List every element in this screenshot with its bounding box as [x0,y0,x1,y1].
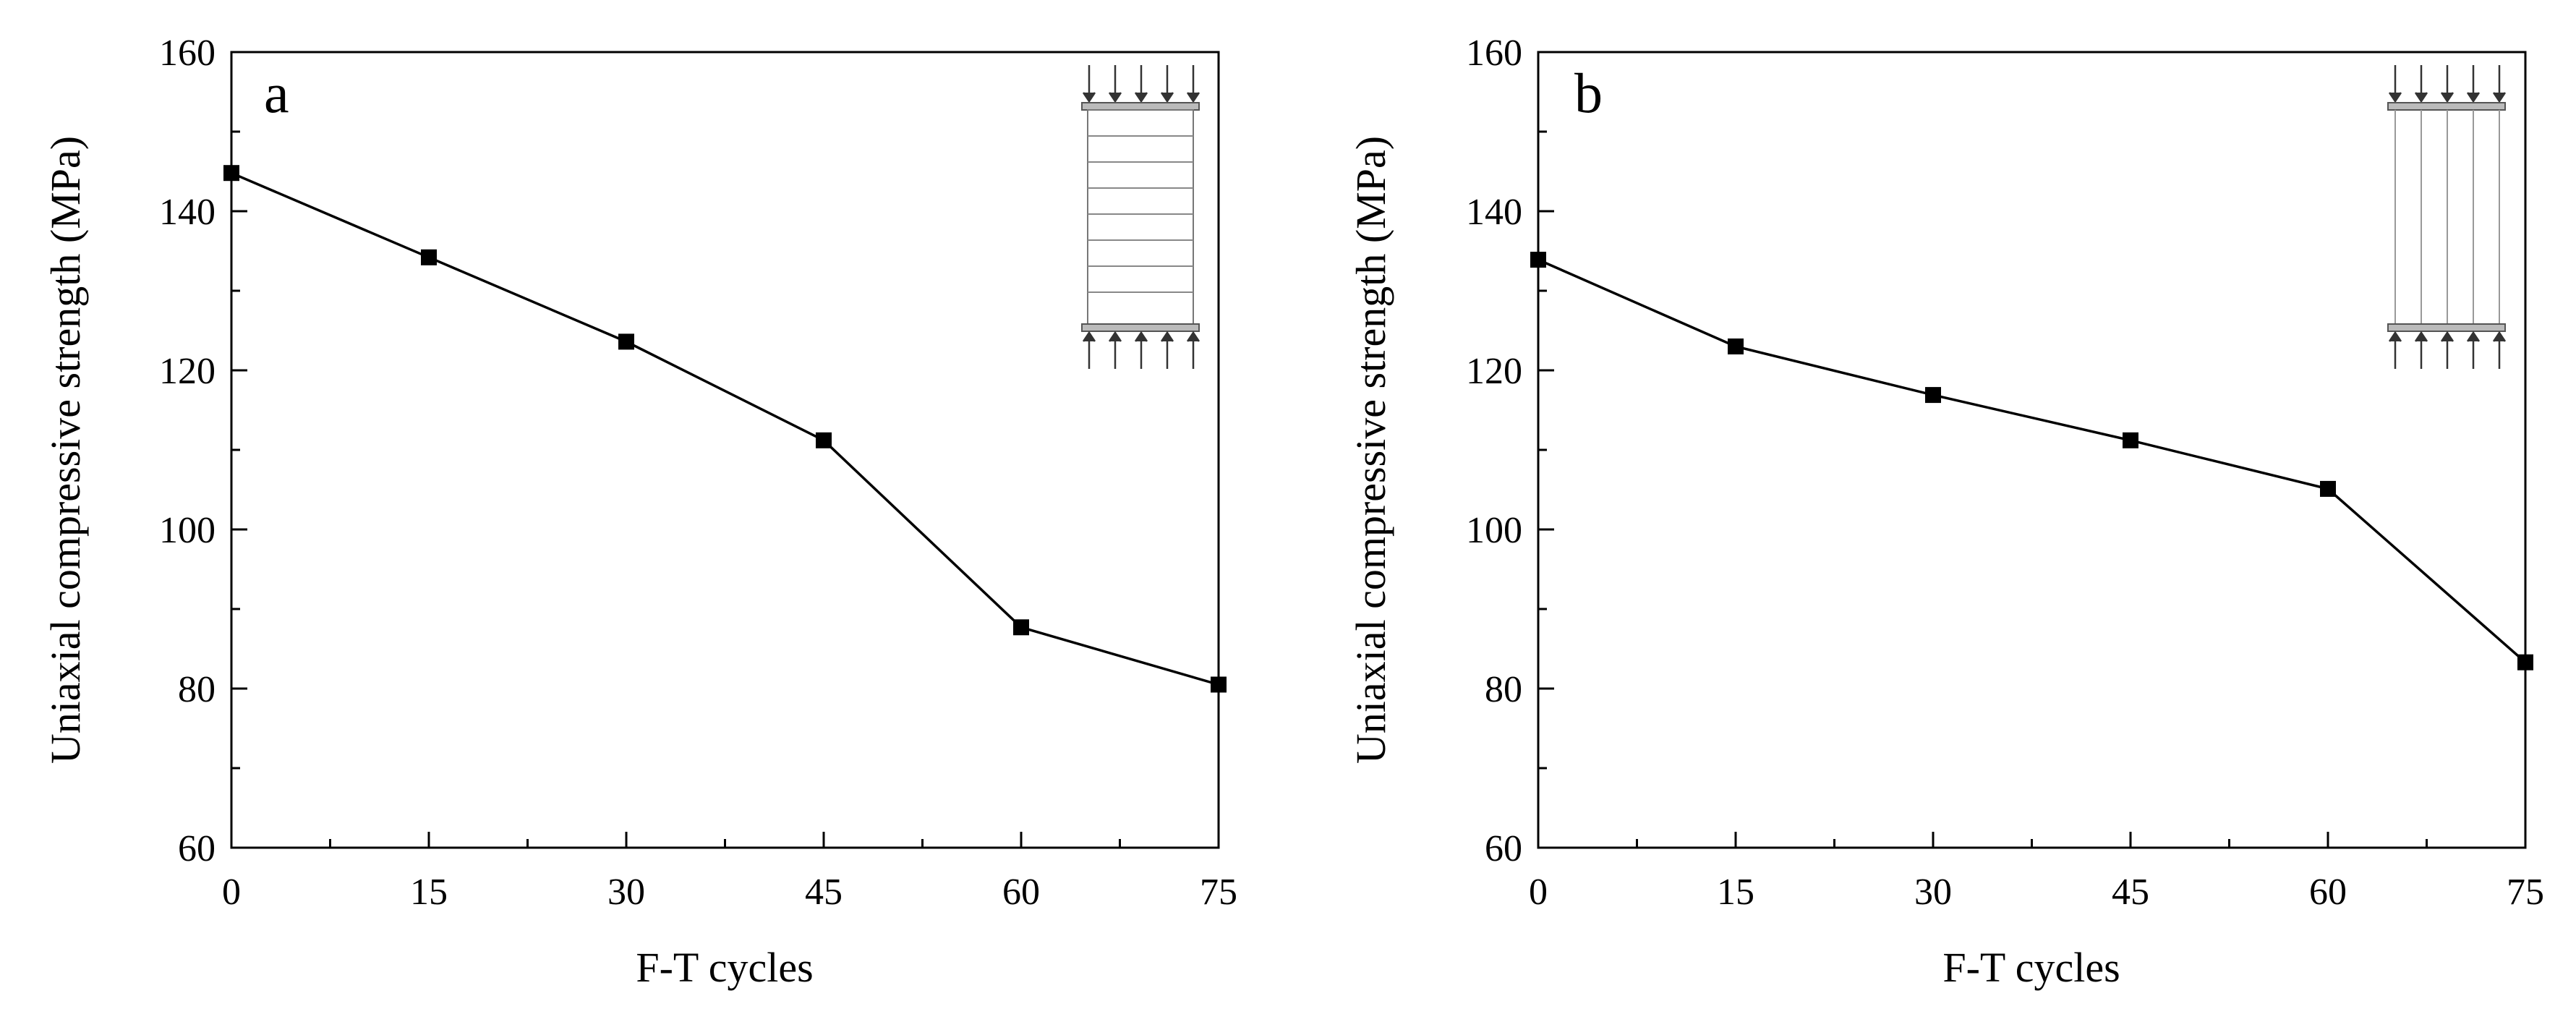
x-tick-label: 45 [2112,872,2149,913]
x-tick-label: 0 [222,872,241,913]
y-tick-label: 100 [1466,510,1522,551]
bottom-platen [2387,323,2506,332]
load-arrows-top [2388,65,2507,103]
specimen-inset-icon [2387,65,2507,369]
series-polyline [1538,258,2527,664]
x-tick-label: 30 [1914,872,1952,913]
specimen-inset-icon [1081,65,1200,369]
x-tick-label: 75 [2507,872,2544,913]
x-tick-label: 60 [2309,872,2347,913]
y-tick-label: 160 [1466,33,1522,74]
x-tick-label: 45 [805,872,843,913]
load-arrows-bottom [1082,331,1200,369]
data-point-marker [2517,654,2533,670]
data-point-marker [1530,252,1546,268]
top-platen [2387,102,2506,111]
load-arrows-bottom [2388,331,2507,369]
top-platen [1081,102,1200,111]
layer-lines [2394,110,2500,324]
plot-frame [230,51,1220,849]
y-tick-label: 100 [159,510,216,551]
y-axis-title: Uniaxial compressive strength (MPa) [42,136,89,764]
y-tick-label: 120 [159,351,216,392]
data-point-marker [1925,387,1941,404]
data-point-marker [1013,619,1029,636]
series-line [223,165,1227,693]
panel-label: a [264,61,289,124]
y-tick-label: 140 [159,192,216,233]
data-point-marker [2320,480,2336,497]
load-arrows-top [1082,65,1200,103]
x-tick-label: 30 [607,872,645,913]
chart-panel-a: a F-T cycles Uniaxial compressive streng… [42,33,1237,991]
y-tick-label: 60 [178,828,216,869]
x-tick-label: 60 [1002,872,1040,913]
chart-panel-b: b F-T cycles Uniaxial compressive streng… [1347,33,2544,991]
panel-label: b [1574,61,1603,124]
data-point-marker [421,249,437,265]
y-axis-title: Uniaxial compressive strength (MPa) [1347,136,1394,764]
x-tick-label: 75 [1200,872,1237,913]
data-point-marker [223,165,239,182]
x-tick-label: 0 [1529,872,1548,913]
y-tick-label: 60 [1485,828,1522,869]
data-point-marker [1728,338,1744,354]
layer-lines [1088,135,1193,293]
axes-ticks: 0 15 30 45 60 75 60 80 100 120 140 160 [1466,33,2544,913]
axes-ticks: 0 15 30 45 60 75 60 80 100 120 140 160 [159,33,1237,913]
y-tick-label: 140 [1466,192,1522,233]
plot-frame [1537,51,2527,849]
x-axis-title: F-T cycles [636,944,813,991]
x-axis-title: F-T cycles [1942,944,2120,991]
y-tick-label: 120 [1466,351,1522,392]
data-point-marker [816,432,832,448]
series-line [1530,252,2533,670]
y-tick-label: 80 [1485,669,1522,710]
bottom-platen [1081,323,1200,332]
data-point-marker [2123,432,2138,448]
x-tick-label: 15 [1717,872,1754,913]
x-tick-label: 15 [410,872,448,913]
data-point-marker [618,333,634,350]
y-tick-label: 160 [159,33,216,74]
series-polyline [231,171,1219,686]
y-tick-label: 80 [178,669,216,710]
data-point-marker [1211,676,1227,693]
